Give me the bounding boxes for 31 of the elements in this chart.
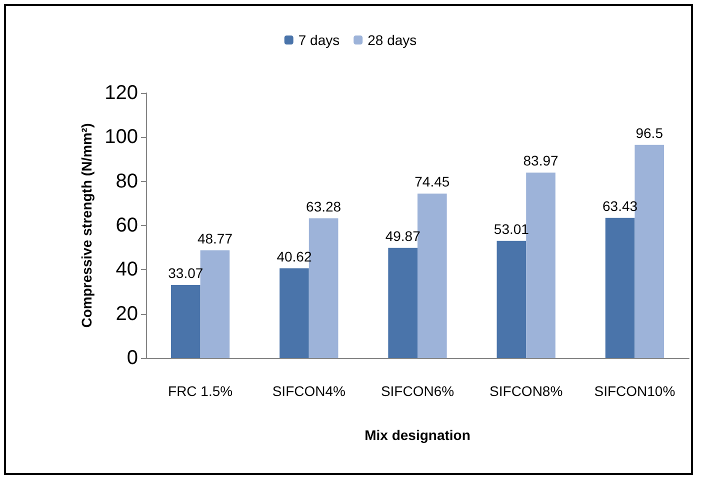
data-label: 63.43	[602, 198, 638, 214]
bar	[496, 240, 526, 358]
data-label: 40.62	[276, 248, 312, 264]
data-label: 63.28	[306, 198, 342, 214]
bar	[605, 218, 635, 358]
y-tick-label: 0	[126, 347, 138, 369]
y-tick-label: 40	[116, 258, 138, 281]
y-axis-title: Compressive strength (N/mm²)	[78, 123, 95, 328]
bar	[280, 268, 309, 358]
data-label: 33.07	[168, 264, 204, 281]
data-label: 74.45	[414, 174, 450, 190]
x-tick-label: SIFCON8%	[490, 383, 563, 399]
data-label: 53.01	[494, 220, 530, 237]
x-tick-label: FRC 1.5%	[168, 383, 233, 399]
data-label: 48.77	[197, 230, 233, 246]
bar	[388, 248, 418, 358]
data-label: 96.5	[636, 124, 664, 141]
y-tick-label: 100	[104, 126, 138, 148]
x-tick-label: SIFCON4%	[272, 383, 346, 399]
y-tick-label: 20	[116, 302, 138, 325]
x-axis-title: Mix designation	[364, 427, 470, 443]
y-tick-label: 80	[116, 170, 138, 192]
x-tick-label: SIFCON10%	[594, 383, 676, 399]
data-label: 83.97	[523, 152, 558, 169]
x-tick-label: SIFCON6%	[380, 383, 454, 399]
data-label: 49.87	[385, 228, 421, 244]
bar	[170, 284, 200, 358]
y-tick-label: 120	[104, 82, 138, 104]
y-tick-label: 60	[116, 214, 138, 236]
legend-label: 28 days	[368, 32, 417, 48]
legend-label: 7 days	[298, 32, 340, 48]
